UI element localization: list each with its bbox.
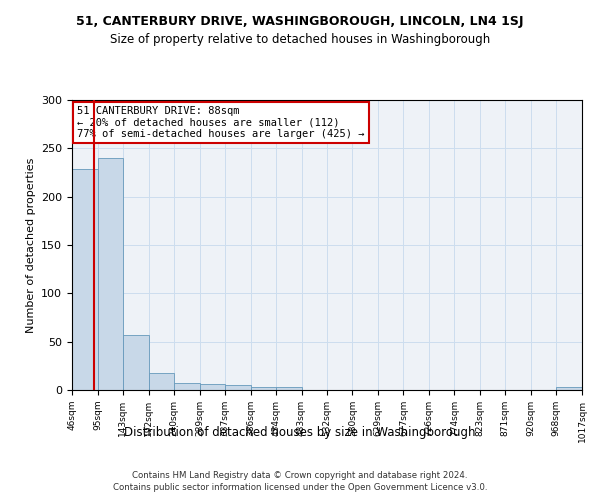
Y-axis label: Number of detached properties: Number of detached properties [26, 158, 35, 332]
Text: 51, CANTERBURY DRIVE, WASHINGBOROUGH, LINCOLN, LN4 1SJ: 51, CANTERBURY DRIVE, WASHINGBOROUGH, LI… [76, 15, 524, 28]
Text: Size of property relative to detached houses in Washingborough: Size of property relative to detached ho… [110, 32, 490, 46]
Bar [123, 335, 149, 390]
Text: 51 CANTERBURY DRIVE: 88sqm
← 20% of detached houses are smaller (112)
77% of sem: 51 CANTERBURY DRIVE: 88sqm ← 20% of deta… [77, 106, 365, 139]
Bar [149, 372, 174, 390]
Bar [174, 383, 200, 390]
Bar [251, 387, 276, 390]
Text: Distribution of detached houses by size in Washingborough: Distribution of detached houses by size … [124, 426, 476, 439]
Bar [225, 385, 251, 390]
Bar [556, 387, 582, 390]
Bar [72, 168, 98, 390]
Bar [276, 387, 302, 390]
Bar [200, 384, 225, 390]
Text: Contains HM Land Registry data © Crown copyright and database right 2024.: Contains HM Land Registry data © Crown c… [132, 471, 468, 480]
Bar [98, 158, 123, 390]
Text: Contains public sector information licensed under the Open Government Licence v3: Contains public sector information licen… [113, 484, 487, 492]
